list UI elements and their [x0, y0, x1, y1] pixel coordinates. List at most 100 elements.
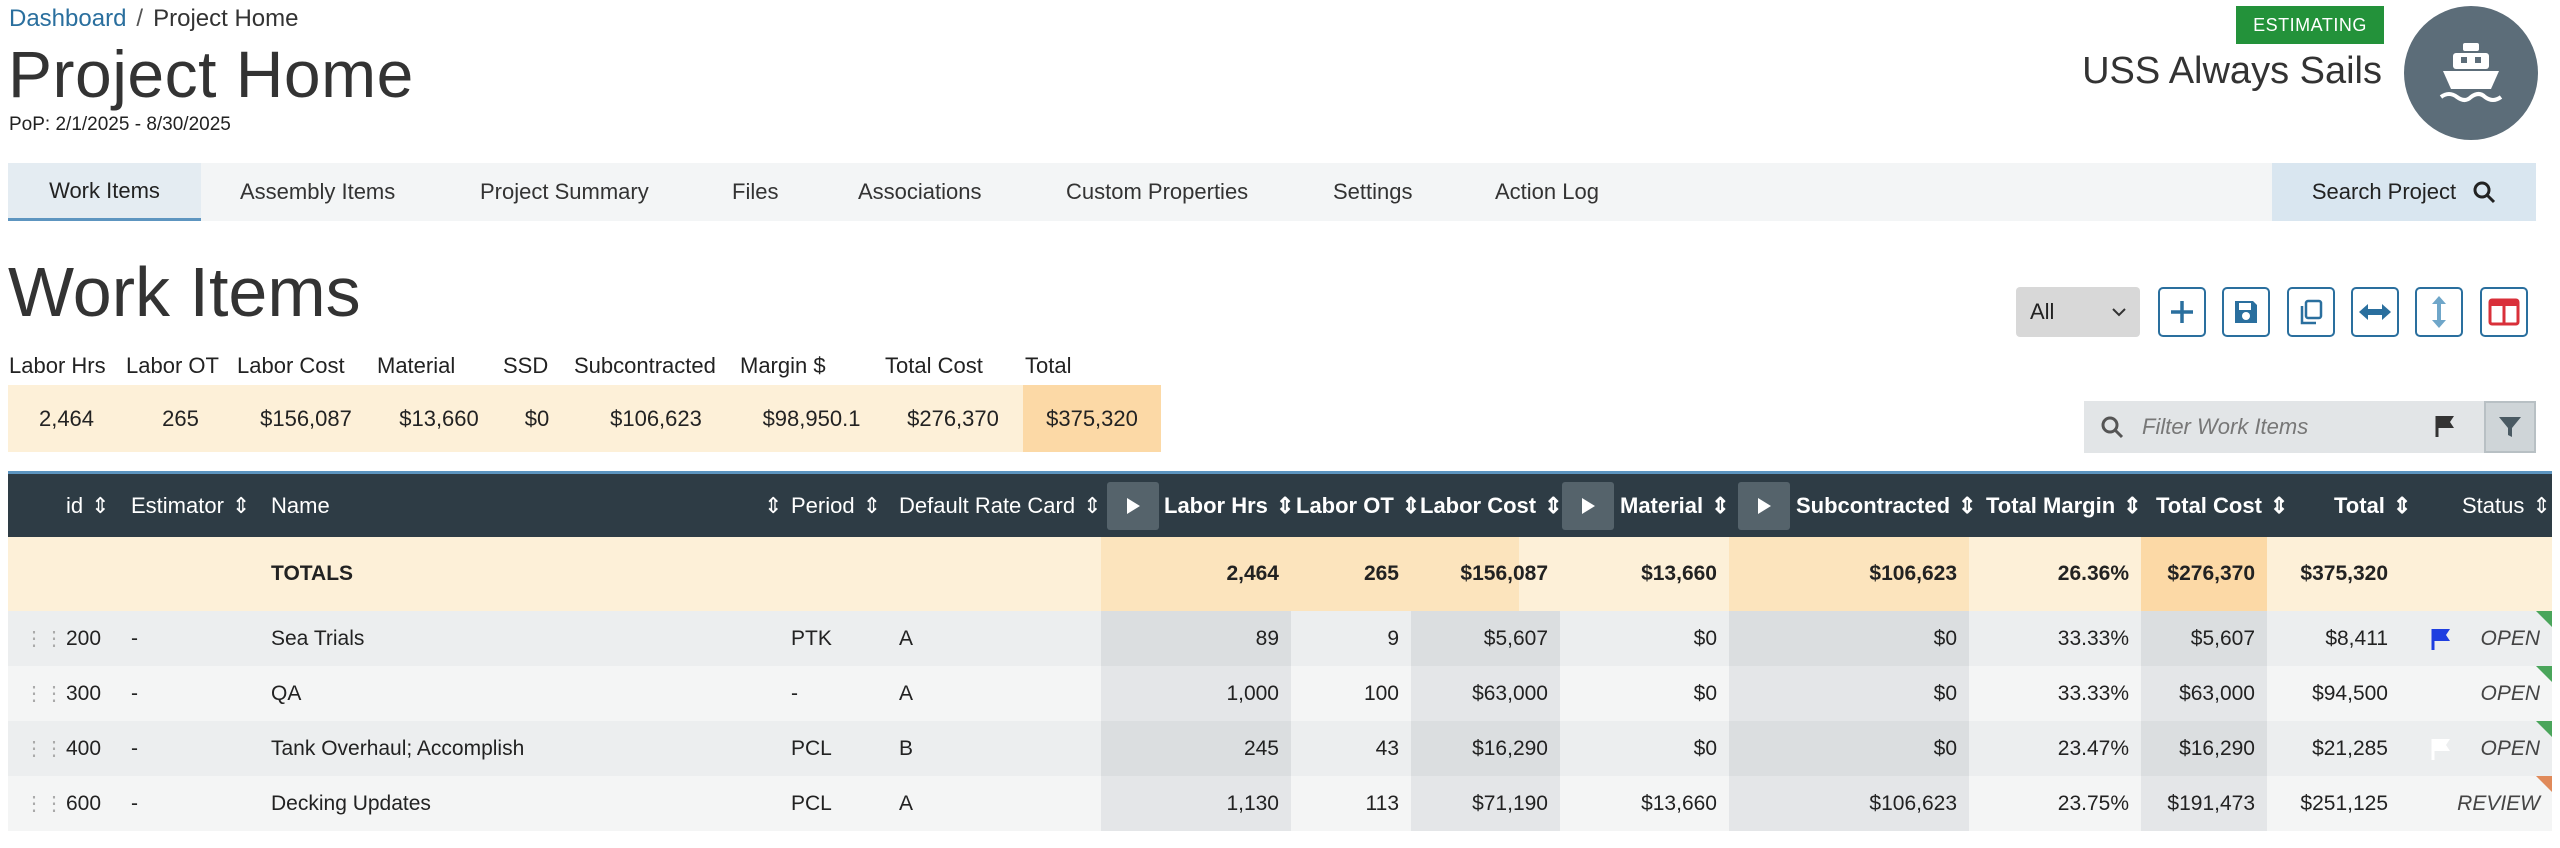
tab-files[interactable]: Files [732, 179, 779, 204]
status-corner-indicator [2536, 721, 2552, 737]
table-row[interactable]: ⋮⋮ 200 - Sea Trials PTK A 89 9 $5,607 $0… [8, 611, 2552, 666]
cell-subcontracted: $0 [1933, 736, 1957, 760]
summary-value-labor-ot: 265 [125, 385, 236, 452]
add-work-item-button[interactable] [2158, 287, 2206, 337]
cell-shade [2141, 666, 2267, 721]
summary-label-subcontracted: Subcontracted [574, 353, 716, 378]
flag-filter-icon[interactable] [2434, 414, 2456, 438]
drag-handle-icon[interactable]: ⋮⋮ [24, 793, 64, 815]
column-header-material[interactable]: Material ⇕ [1620, 474, 1730, 537]
column-header-labor-cost[interactable]: Labor Cost ⇕ [1420, 474, 1563, 537]
cell-name[interactable]: Tank Overhaul; Accomplish [271, 736, 525, 760]
flag-icon[interactable] [2430, 611, 2452, 666]
cell-labor-cost: $63,000 [1472, 681, 1548, 705]
summary-label-material: Material [377, 353, 456, 378]
cell-labor-hrs: 245 [1243, 736, 1279, 760]
expand-horizontal-button[interactable] [2351, 287, 2399, 337]
column-header-label: Name [271, 492, 330, 518]
cell-name[interactable]: Sea Trials [271, 626, 365, 650]
search-project-button[interactable]: Search Project [2272, 163, 2536, 221]
sort-icon: ⇕ [1544, 492, 1563, 518]
view-select-value: All [2030, 299, 2055, 324]
cell-labor-cost: $71,190 [1472, 791, 1548, 815]
summary-value-total: $375,320 [1023, 385, 1161, 452]
cell-estimator: - [131, 791, 138, 815]
search-icon [2473, 181, 2496, 204]
period-of-performance: PoP: 2/1/2025 - 8/30/2025 [9, 114, 231, 135]
expand-labor-columns-button[interactable] [1107, 482, 1159, 530]
cell-total-margin: 33.33% [2057, 626, 2129, 650]
column-header-status[interactable]: Status ⇕ [2462, 474, 2551, 537]
sort-icon: ⇕ [1711, 492, 1730, 518]
filter-work-items[interactable]: Filter Work Items [2084, 401, 2484, 453]
sort-icon: ⇕ [231, 492, 251, 518]
tab-custom-properties[interactable]: Custom Properties [1066, 179, 1249, 204]
column-header-label: Status [2462, 492, 2525, 518]
copy-button[interactable] [2287, 287, 2335, 337]
expand-subcontracted-columns-button[interactable] [1738, 482, 1790, 530]
cell-name[interactable]: Decking Updates [271, 791, 431, 815]
cell-rate-card: A [899, 791, 914, 815]
drag-handle-icon[interactable]: ⋮⋮ [24, 683, 64, 705]
plus-icon [2171, 301, 2193, 323]
view-select[interactable]: All [2016, 287, 2140, 337]
save-icon [2235, 301, 2257, 323]
column-header-subcontracted[interactable]: Subcontracted ⇕ [1796, 474, 1976, 537]
cell-labor-hrs: 89 [1255, 626, 1279, 650]
flag-icon[interactable] [2430, 721, 2452, 776]
tab-assembly-items[interactable]: Assembly Items [240, 179, 396, 204]
column-header-total-cost[interactable]: Total Cost ⇕ [2156, 474, 2289, 537]
tab-associations[interactable]: Associations [858, 179, 982, 204]
expand-vertical-button[interactable] [2415, 287, 2463, 337]
column-header-total[interactable]: Total ⇕ [2334, 474, 2412, 537]
column-header-total-margin[interactable]: Total Margin ⇕ [1986, 474, 2142, 537]
breadcrumb-dashboard-link[interactable]: Dashboard [9, 5, 127, 32]
column-header-labor-ot[interactable]: Labor OT ⇕ [1296, 474, 1420, 537]
expand-material-columns-button[interactable] [1562, 482, 1614, 530]
tab-settings[interactable]: Settings [1333, 179, 1413, 204]
cell-status: OPEN [2480, 736, 2540, 760]
cell-name[interactable]: QA [271, 681, 302, 705]
cell-shade [1729, 666, 1969, 721]
expand-vertical-icon [2432, 296, 2446, 328]
column-header-estimator[interactable]: Estimator ⇕ [131, 474, 251, 537]
cell-material: $13,660 [1641, 791, 1717, 815]
expand-horizontal-icon [2359, 304, 2391, 320]
drag-handle-icon[interactable]: ⋮⋮ [24, 738, 64, 760]
cell-material: $0 [1693, 626, 1717, 650]
columns-button[interactable] [2480, 287, 2528, 337]
column-header-rate-card[interactable]: Default Rate Card ⇕ [899, 474, 1102, 537]
cell-labor-hrs: 1,130 [1226, 791, 1279, 815]
column-header-labor-hrs[interactable]: Labor Hrs ⇕ [1164, 474, 1294, 537]
cell-estimator: - [131, 681, 138, 705]
filter-button[interactable] [2484, 401, 2536, 453]
avatar[interactable] [2404, 6, 2538, 140]
column-header-id[interactable]: id ⇕ [66, 474, 110, 537]
tab-action-log[interactable]: Action Log [1495, 179, 1599, 204]
drag-handle-icon[interactable]: ⋮⋮ [24, 628, 64, 650]
cell-subcontracted: $0 [1933, 681, 1957, 705]
search-project-label: Search Project [2311, 179, 2457, 204]
work-items-table: id ⇕ Estimator ⇕ Name ⇕ Period ⇕ Default Rat… [8, 471, 2552, 831]
column-header-period[interactable]: Period ⇕ [791, 474, 881, 537]
sort-icon: ⇕ [2392, 492, 2412, 518]
tab-work-items[interactable]: Work Items [8, 163, 201, 221]
save-button[interactable] [2222, 287, 2270, 337]
cell-labor-ot: 9 [1387, 626, 1399, 650]
cell-material: $0 [1693, 681, 1717, 705]
column-header-label: Labor Cost [1420, 492, 1537, 518]
column-header-name[interactable]: Name ⇕ [271, 474, 782, 537]
table-row[interactable]: ⋮⋮ 400 - Tank Overhaul; Accomplish PCL B… [8, 721, 2552, 776]
table-header: id ⇕ Estimator ⇕ Name ⇕ Period ⇕ Default Rat… [8, 471, 2552, 537]
cell-id: 600 [66, 791, 102, 815]
breadcrumb: Dashboard / Project Home [9, 5, 298, 33]
table-row[interactable]: ⋮⋮ 300 - QA - A 1,000 100 $63,000 $0 $0 … [8, 666, 2552, 721]
tab-project-summary[interactable]: Project Summary [480, 179, 649, 204]
sort-icon: ⇕ [2269, 492, 2289, 518]
tab-bar: Work Items Assembly Items Project Summar… [8, 163, 2536, 221]
cell-shade [1411, 666, 1560, 721]
table-row[interactable]: ⋮⋮ 600 - Decking Updates PCL A 1,130 113… [8, 776, 2552, 831]
play-icon [1758, 498, 1771, 514]
status-corner-indicator [2536, 666, 2552, 682]
cell-shade [1729, 776, 1969, 831]
